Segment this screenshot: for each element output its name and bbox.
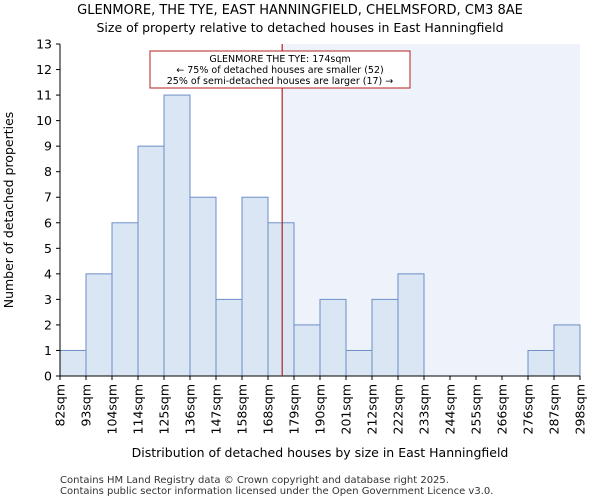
y-tick-label-7: 7	[44, 190, 52, 205]
x-tick-label-93sqm: 93sqm	[79, 384, 94, 427]
bar-168sqm	[267, 222, 295, 377]
bar-82sqm	[59, 349, 87, 377]
y-tick-label-9: 9	[44, 139, 52, 154]
y-tick-label-6: 6	[44, 215, 52, 230]
chart-title: GLENMORE, THE TYE, EAST HANNINGFIELD, CH…	[77, 3, 523, 18]
bar-212sqm	[371, 298, 399, 377]
x-tick-label-266sqm: 266sqm	[495, 384, 510, 434]
x-tick-label-201sqm: 201sqm	[339, 384, 354, 434]
x-tick-label-276sqm: 276sqm	[521, 384, 536, 434]
footer-line-2: Contains public sector information licen…	[60, 486, 493, 497]
bar-190sqm	[319, 298, 347, 377]
x-tick-label-114sqm: 114sqm	[131, 384, 146, 434]
x-axis-label: Distribution of detached houses by size …	[132, 445, 509, 460]
bar-147sqm	[215, 298, 243, 377]
x-tick-label-255sqm: 255sqm	[469, 384, 484, 434]
y-tick-label-11: 11	[36, 88, 52, 103]
y-tick-label-5: 5	[44, 241, 52, 256]
x-tick-label-179sqm: 179sqm	[287, 384, 302, 434]
y-tick-label-2: 2	[44, 317, 52, 332]
bar-201sqm	[345, 349, 373, 377]
x-ticks-group: 82sqm 93sqm 104sqm 114sqm 125sqm 136sqm 147sqm…	[53, 376, 588, 434]
x-tick-label-222sqm: 222sqm	[391, 384, 406, 434]
y-tick-label-13: 13	[36, 37, 52, 52]
y-tick-label-8: 8	[44, 164, 52, 179]
bar-276sqm	[527, 349, 555, 377]
bars-group	[59, 94, 581, 377]
bar-125sqm	[163, 94, 191, 377]
bar-104sqm	[111, 222, 139, 377]
bar-158sqm	[241, 196, 269, 377]
chart-subtitle: Size of property relative to detached ho…	[96, 20, 503, 35]
x-tick-label-147sqm: 147sqm	[209, 384, 224, 434]
footer-line-1: Contains HM Land Registry data © Crown c…	[60, 475, 449, 486]
bar-93sqm	[85, 273, 113, 377]
bar-114sqm	[137, 145, 165, 377]
x-tick-label-82sqm: 82sqm	[53, 384, 68, 427]
x-tick-label-168sqm: 168sqm	[261, 384, 276, 434]
bar-287sqm	[553, 324, 581, 377]
y-tick-label-10: 10	[36, 113, 52, 128]
x-tick-label-233sqm: 233sqm	[417, 384, 432, 434]
y-tick-label-3: 3	[44, 292, 52, 307]
x-tick-label-287sqm: 287sqm	[547, 384, 562, 434]
x-tick-label-158sqm: 158sqm	[235, 384, 250, 434]
x-tick-label-125sqm: 125sqm	[157, 384, 172, 434]
annotation-box	[149, 50, 411, 89]
x-tick-label-212sqm: 212sqm	[365, 384, 380, 434]
annotation-line-3: 25% of semi-detached houses are larger (…	[167, 76, 394, 87]
y-tick-label-4: 4	[44, 266, 52, 281]
y-axis-label: Number of detached properties	[1, 112, 16, 309]
y-tick-label-12: 12	[36, 62, 52, 77]
y-tick-label-1: 1	[44, 343, 52, 358]
x-tick-label-190sqm: 190sqm	[313, 384, 328, 434]
bar-179sqm	[293, 324, 321, 377]
bar-136sqm	[189, 196, 217, 377]
x-tick-label-136sqm: 136sqm	[183, 384, 198, 434]
y-tick-label-0: 0	[44, 369, 52, 384]
annotation-line-2: ← 75% of detached houses are smaller (52…	[176, 65, 383, 76]
x-tick-label-298sqm: 298sqm	[573, 384, 588, 434]
x-tick-label-244sqm: 244sqm	[443, 384, 458, 434]
x-tick-label-104sqm: 104sqm	[105, 384, 120, 434]
annotation-line-1: GLENMORE THE TYE: 174sqm	[209, 54, 350, 65]
bar-222sqm	[397, 273, 425, 377]
